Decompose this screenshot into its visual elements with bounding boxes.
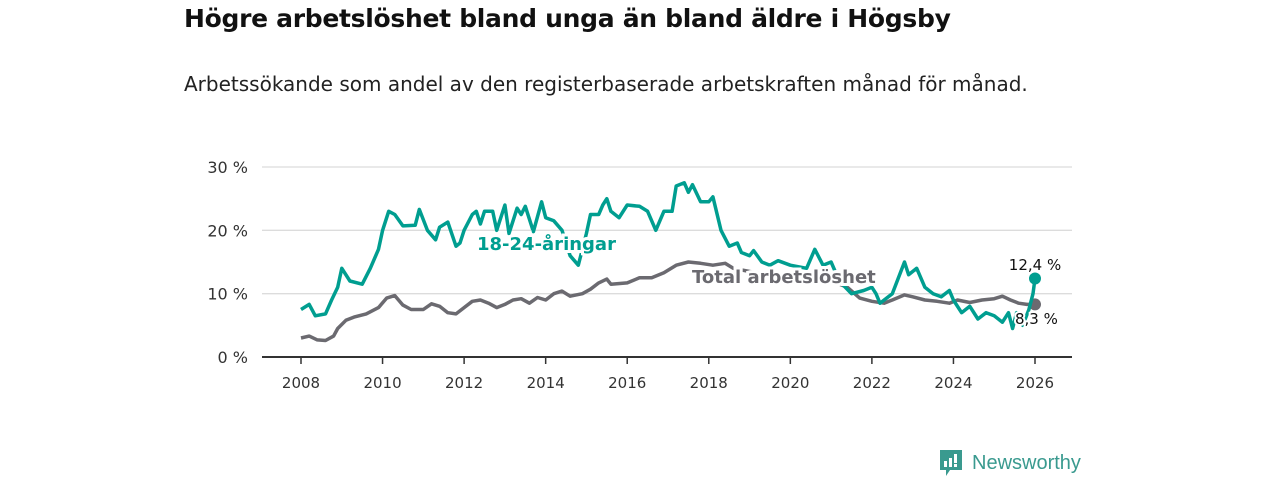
x-tick-label: 2022 <box>853 374 891 392</box>
brand-name: Newsworthy <box>972 451 1081 474</box>
newsworthy-logo: Newsworthy <box>938 448 1081 478</box>
chart-subtitle: Arbetssökande som andel av den registerb… <box>184 72 1028 96</box>
end-label-total: 8,3 % <box>1015 310 1058 328</box>
x-tick-label: 2020 <box>771 374 809 392</box>
bar-chart-icon <box>940 450 962 476</box>
series-label-total: Total arbetslöshet <box>692 267 876 288</box>
x-tick-label: 2018 <box>690 374 728 392</box>
x-tick-label: 2026 <box>1016 374 1054 392</box>
x-tick-label: 2016 <box>608 374 646 392</box>
y-tick-label: 20 % <box>207 221 248 240</box>
series-label-youth: 18-24-åringar <box>477 233 616 255</box>
x-tick-label: 2008 <box>282 374 320 392</box>
x-tick-label: 2012 <box>445 374 483 392</box>
x-tick-label: 2014 <box>527 374 565 392</box>
end-label-youth: 12,4 % <box>1009 256 1061 274</box>
x-tick-label: 2024 <box>934 374 972 392</box>
y-tick-label: 10 % <box>207 285 248 304</box>
x-tick-label: 2010 <box>363 374 401 392</box>
end-point <box>1029 272 1041 285</box>
series-line-youth <box>300 181 1037 331</box>
chart-title: Högre arbetslöshet bland unga än bland ä… <box>184 4 951 33</box>
series-line-total <box>300 260 1035 343</box>
y-tick-label: 0 % <box>218 348 248 367</box>
y-tick-label: 30 % <box>207 158 248 177</box>
